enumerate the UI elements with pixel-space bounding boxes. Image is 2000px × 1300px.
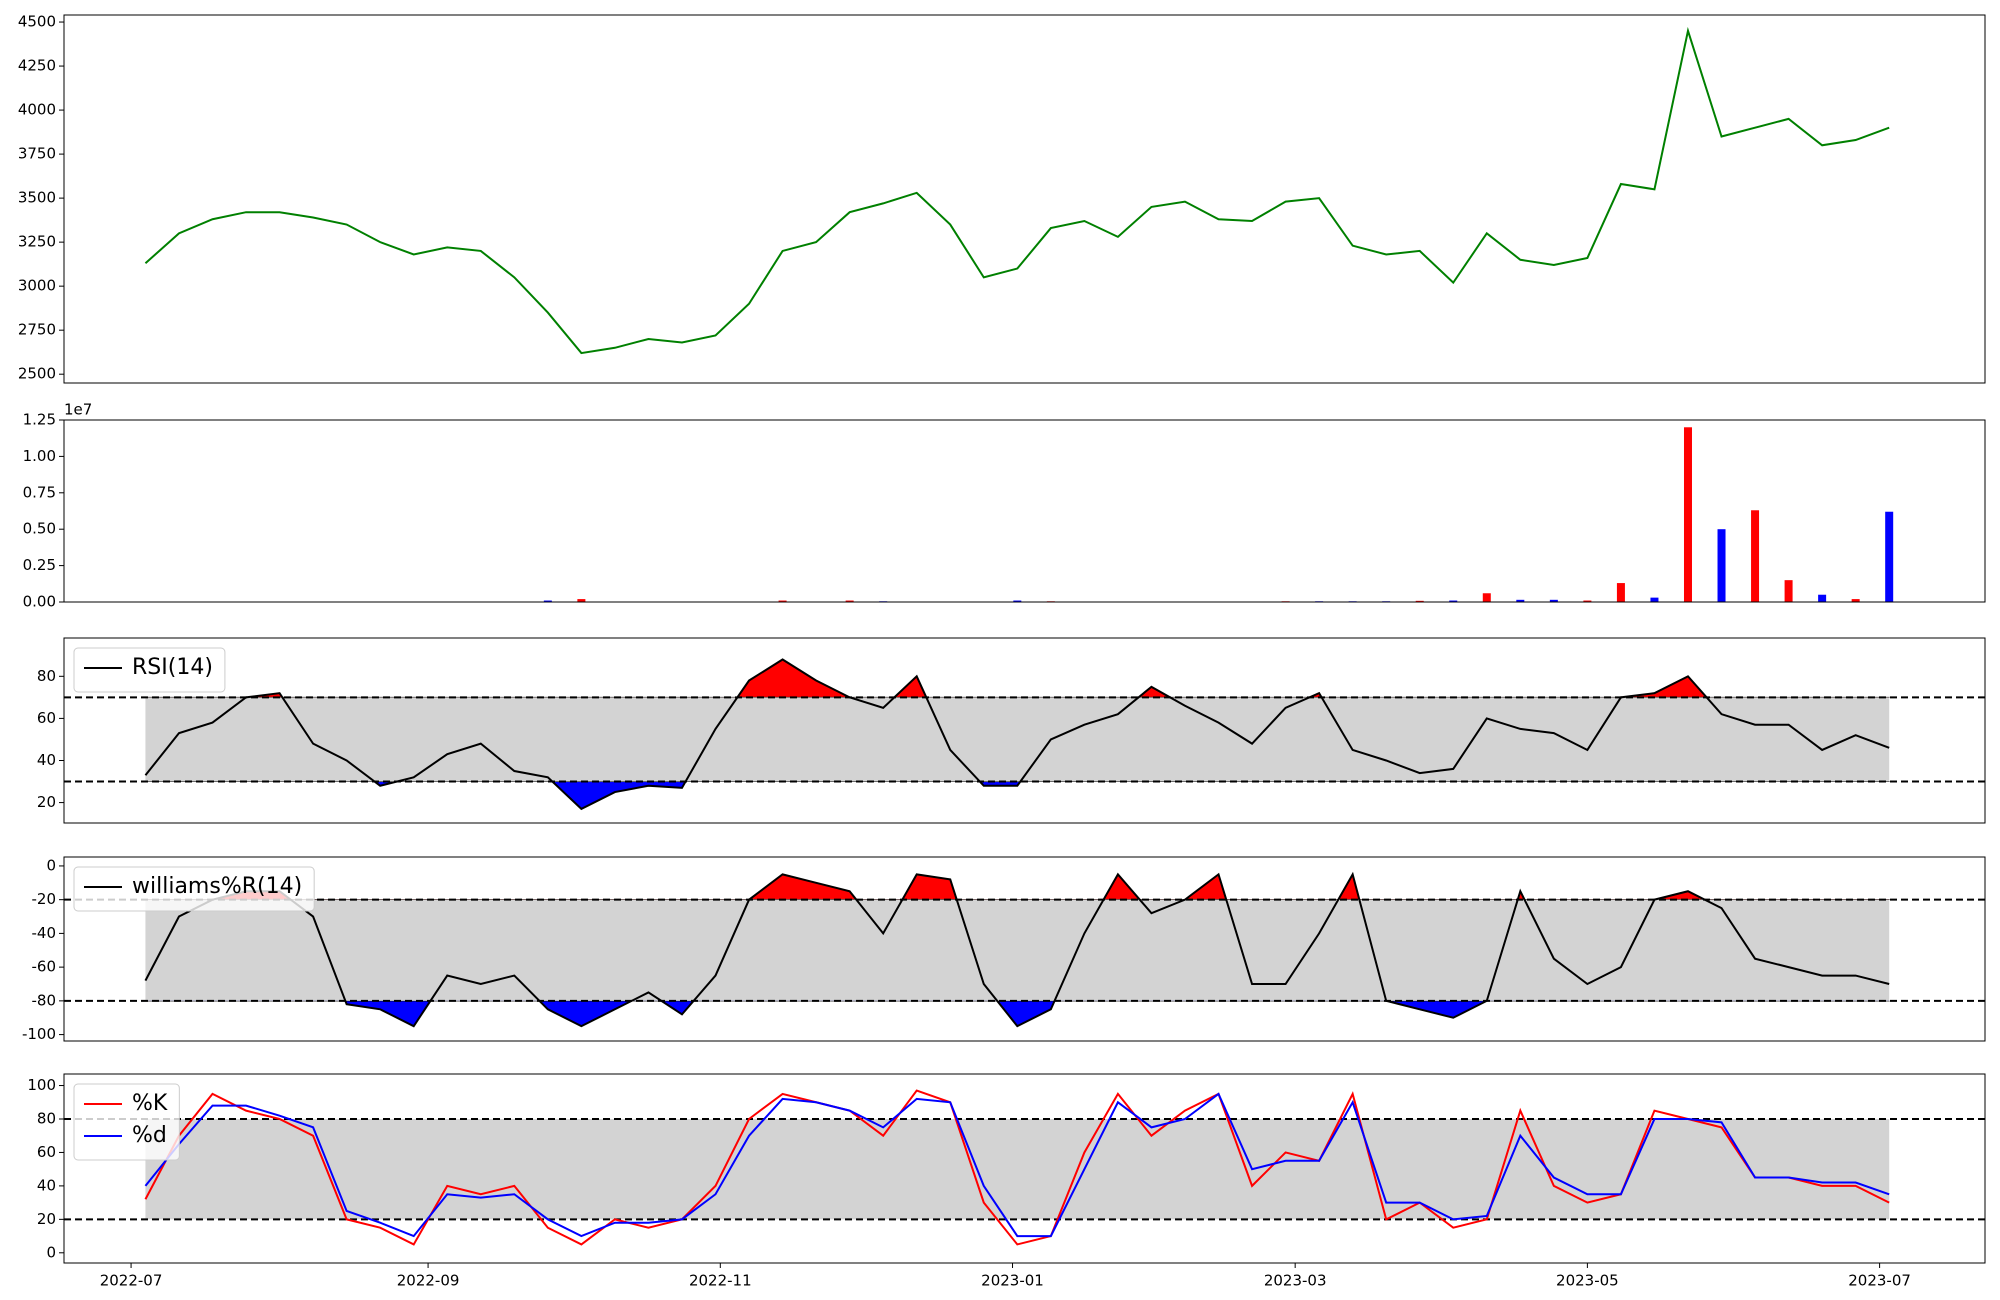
y-tick-label: 0.75	[23, 483, 56, 501]
neutral-band	[145, 1118, 1890, 1220]
lower-fill	[144, 781, 1890, 810]
legend-label: %K	[132, 1091, 168, 1116]
y-tick-label: -20	[32, 890, 57, 908]
legend-box	[73, 866, 315, 912]
y-tick-label: 0.50	[23, 520, 56, 538]
y-tick-label: 0.25	[23, 556, 56, 574]
neutral-band	[145, 697, 1890, 782]
volume-bar	[1851, 599, 1860, 602]
plot-area	[64, 871, 1985, 1028]
y-tick-label: 2750	[18, 321, 56, 339]
volume-bar	[1415, 600, 1424, 602]
y-tick-label: 80	[37, 667, 56, 685]
legend-label: %d	[132, 1123, 167, 1148]
x-tick-label: 2023-05	[1556, 1272, 1619, 1290]
volume-bar	[1013, 600, 1022, 602]
volume-bar	[1784, 580, 1793, 602]
axes-frame	[63, 1073, 1986, 1264]
volume-bar	[1751, 510, 1760, 602]
y-tick-label: 1.25	[23, 411, 56, 429]
legend-label: williams%R(14)	[132, 874, 302, 899]
volume-bar	[1583, 600, 1592, 602]
volume-bar	[1482, 593, 1491, 602]
lower-fill	[144, 1000, 1890, 1027]
y-tick-label: -40	[32, 924, 57, 942]
y-tick-label: 4250	[18, 57, 56, 75]
y-tick-label: 2500	[18, 365, 56, 383]
plot-area	[64, 1089, 1985, 1246]
y-tick-label: -60	[32, 958, 57, 976]
volume-bar	[778, 600, 787, 602]
y-tick-label: -100	[22, 1025, 56, 1043]
volume-bar	[1549, 599, 1558, 602]
axes-frame	[63, 419, 1986, 603]
x-tick-label: 2022-07	[100, 1272, 163, 1290]
legend: %K %d	[73, 1083, 180, 1161]
legend-box	[73, 647, 226, 693]
legend: williams%R(14)	[73, 866, 315, 912]
y-tick-label: 80	[37, 1109, 56, 1127]
series-line	[144, 1092, 1890, 1238]
y-tick-label: 0.00	[23, 593, 56, 611]
volume-bar	[1683, 427, 1692, 602]
y-tick-label: 3250	[18, 233, 56, 251]
axis-offset-label: 1e7	[64, 401, 92, 419]
volume-bar	[577, 599, 586, 602]
series-line	[144, 658, 1890, 811]
plot-area	[144, 26, 1890, 355]
volume-bar	[1717, 529, 1726, 602]
axes-frame	[63, 637, 1986, 824]
y-tick-label: 3500	[18, 189, 56, 207]
volume-bar	[1449, 600, 1458, 602]
y-tick-label: 100	[27, 1076, 56, 1094]
axes-frame	[63, 856, 1986, 1042]
y-tick-label: 0	[46, 1243, 56, 1261]
y-tick-label: 60	[37, 1143, 56, 1161]
y-tick-label: 1.00	[23, 447, 56, 465]
y-tick-label: -80	[32, 991, 57, 1009]
plot-area	[141, 427, 1894, 602]
y-tick-label: 40	[37, 1176, 56, 1194]
volume-bar	[1516, 599, 1525, 602]
series-line	[144, 26, 1890, 355]
volume-bar	[1885, 511, 1894, 602]
legend-label: RSI(14)	[132, 655, 213, 680]
x-tick-label: 2023-07	[1848, 1272, 1911, 1290]
panel: 2500 2750 3000 3250 3500 3750 4000 4250 4500	[18, 13, 1986, 384]
volume-bar	[543, 600, 552, 602]
series-line	[144, 1089, 1890, 1246]
y-tick-label: 3750	[18, 145, 56, 163]
y-tick-label: 20	[37, 1210, 56, 1228]
x-tick-label: 2023-03	[1264, 1272, 1327, 1290]
plot-area	[64, 658, 1985, 811]
volume-bar	[1616, 583, 1625, 602]
x-tick-label: 2022-11	[689, 1272, 752, 1290]
y-tick-label: 4000	[18, 101, 56, 119]
y-tick-label: 60	[37, 709, 56, 727]
series-line	[144, 871, 1890, 1028]
panel: 0 20 40 60 80 100 2022-07 2022-09 2022-11 2023-01…	[27, 1073, 1986, 1290]
legend: RSI(14)	[73, 647, 226, 693]
volume-bar	[1650, 597, 1659, 602]
y-tick-label: 4500	[18, 13, 56, 31]
axes-frame	[63, 14, 1986, 384]
y-tick-label: 40	[37, 751, 56, 769]
panel: -100 -80 -60 -40 -20 0 williams%R(14)	[22, 856, 1986, 1043]
panel: 0.00 0.25 0.50 0.75 1.00 1.25 1e7	[23, 401, 1986, 611]
volume-bar	[1818, 594, 1827, 602]
neutral-band	[145, 899, 1890, 1001]
y-tick-label: 20	[37, 793, 56, 811]
y-tick-label: 0	[46, 856, 56, 874]
y-tick-label: 3000	[18, 277, 56, 295]
x-tick-label: 2022-09	[397, 1272, 460, 1290]
x-tick-label: 2023-01	[981, 1272, 1044, 1290]
volume-bar	[845, 600, 854, 602]
panel: 20 40 60 80 RSI(14)	[37, 637, 1986, 824]
